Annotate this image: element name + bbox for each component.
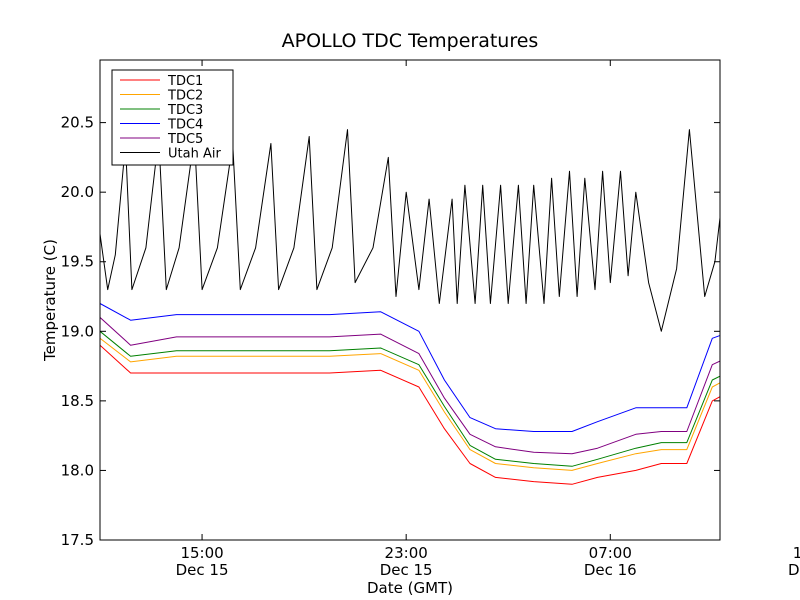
series-line-tdc3 <box>100 330 720 467</box>
y-tick-label: 17.5 <box>61 531 94 549</box>
legend-label-tdc4: TDC4 <box>167 118 203 133</box>
series-line-utah-air <box>100 129 720 332</box>
x-tick-time: 15:00 <box>793 544 800 562</box>
series-layer <box>100 129 720 485</box>
y-tick-label: 19.5 <box>61 253 94 271</box>
y-tick-label: 20.0 <box>61 183 94 201</box>
x-tick-time: 07:00 <box>589 544 632 562</box>
x-tick-date: Dec 15 <box>176 561 229 579</box>
legend-label-tdc3: TDC3 <box>167 103 203 118</box>
x-tick-time: 15:00 <box>180 544 223 562</box>
y-axis-label: Temperature (C) <box>41 239 59 362</box>
x-axis-label: Date (GMT) <box>367 579 453 597</box>
series-line-tdc4 <box>100 303 720 432</box>
legend-label-tdc5: TDC5 <box>167 132 203 147</box>
x-tick-date: Dec 16 <box>584 561 637 579</box>
legend-label-tdc1: TDC1 <box>167 74 203 89</box>
legend-label-utah-air: Utah Air <box>168 147 221 162</box>
y-tick-label: 19.0 <box>61 322 94 340</box>
legend-box <box>111 69 234 166</box>
legend-label-tdc2: TDC2 <box>167 89 203 104</box>
series-line-tdc2 <box>100 337 720 471</box>
x-tick-date: Dec 15 <box>380 561 433 579</box>
series-line-tdc1 <box>100 344 720 485</box>
series-line-tdc5 <box>100 317 720 455</box>
chart-title: APOLLO TDC Temperatures <box>282 30 539 52</box>
y-tick-label: 18.5 <box>61 392 94 410</box>
y-axis: 17.5 18.0 18.5 19.0 19.5 20.0 20.5 <box>61 114 720 549</box>
y-tick-label: 20.5 <box>61 114 94 132</box>
y-tick-label: 18.0 <box>61 461 94 479</box>
plot-frame <box>99 59 721 541</box>
x-tick-time: 23:00 <box>385 544 428 562</box>
x-tick-date: Dec 16 <box>788 561 800 579</box>
